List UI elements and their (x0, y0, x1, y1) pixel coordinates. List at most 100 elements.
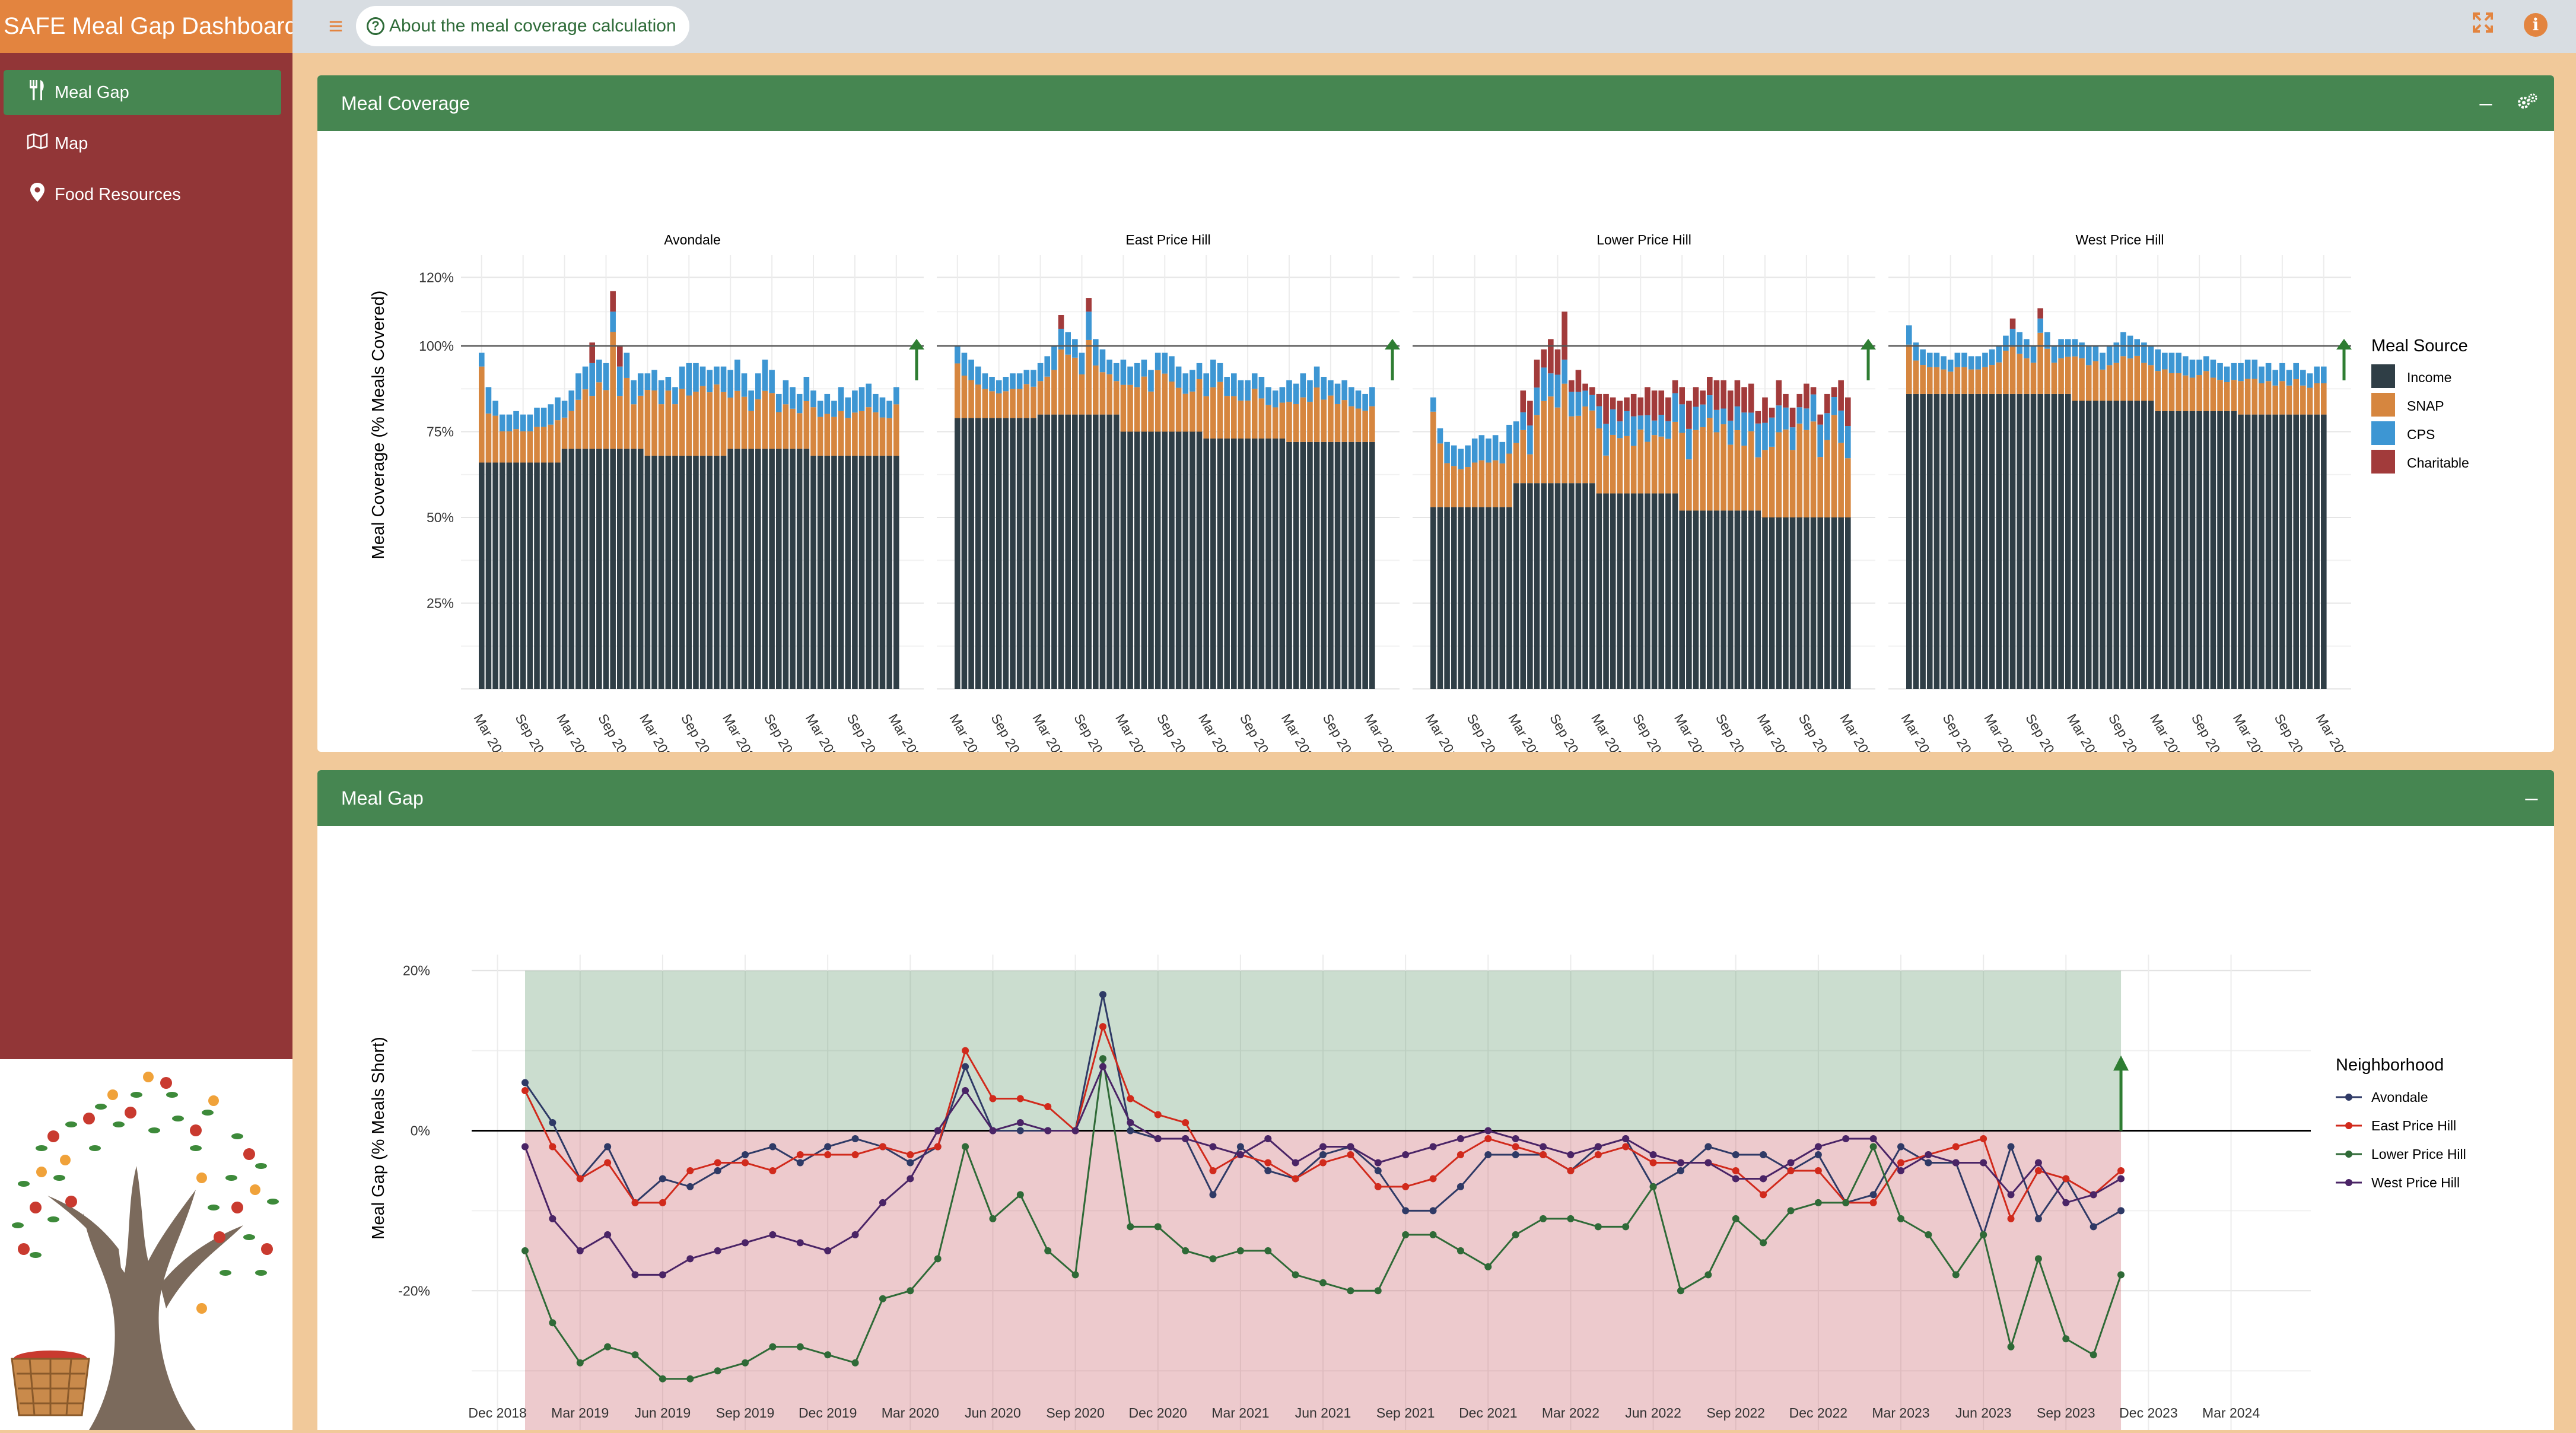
bar-snap (1700, 427, 1706, 511)
bar-cps (2259, 366, 2265, 384)
bar-snap (824, 414, 831, 456)
bar-cps (1217, 363, 1223, 382)
bar-income (2017, 393, 2022, 689)
bar-income (1492, 507, 1499, 689)
bar-cps (1603, 424, 1609, 456)
bar-charitable (617, 346, 623, 367)
bar-income (1954, 393, 1961, 689)
data-point (2034, 1159, 2042, 1167)
x-tick-label: Sep 2020 (1547, 711, 1589, 752)
bar-income (2244, 414, 2251, 689)
data-point (879, 1295, 886, 1302)
x-tick-label: Sep 2019 (1939, 711, 1982, 752)
bar-cps (2017, 332, 2022, 354)
sidebar-item-map[interactable]: Map (4, 121, 281, 166)
bar-income (575, 449, 581, 689)
bar-snap (886, 418, 892, 456)
x-tick-label: Sep 2022 (761, 711, 804, 752)
bar-snap (596, 382, 602, 449)
data-point (1456, 1135, 1464, 1142)
bar-cps (1527, 425, 1533, 455)
app-title[interactable]: SAFE Meal Gap Dashboard (0, 0, 292, 53)
data-point (796, 1151, 804, 1158)
bar-income (955, 418, 961, 689)
x-tick-label: Sep 2019 (512, 711, 555, 752)
data-point (1677, 1287, 1684, 1295)
sidebar-item-meal-gap[interactable]: Meal Gap (4, 70, 281, 115)
bar-cps (1982, 352, 1988, 367)
bar-cps (810, 390, 816, 408)
data-point (714, 1159, 721, 1167)
data-point (1347, 1151, 1354, 1158)
minus-icon[interactable]: – (2479, 91, 2492, 116)
about-calculation-button[interactable]: ? About the meal coverage calculation (356, 6, 689, 46)
bar-cps (1727, 420, 1734, 445)
bar-snap (1286, 402, 1292, 442)
data-point (1512, 1151, 1519, 1158)
data-point (851, 1135, 859, 1142)
bar-income (1569, 483, 1575, 689)
bar-snap (1541, 401, 1547, 484)
bar-snap (1920, 365, 1926, 394)
data-point (1402, 1207, 1410, 1215)
bar-income (1286, 441, 1292, 689)
info-icon[interactable]: i (2524, 13, 2548, 37)
legend-entry: West Price Hill (2371, 1175, 2460, 1190)
bar-cps (2210, 360, 2216, 378)
bar-snap (1099, 372, 1106, 415)
data-point (1099, 991, 1106, 999)
bar-snap (2009, 347, 2016, 394)
data-point (549, 1143, 556, 1151)
sidebar-item-food-resources[interactable]: Food Resources (4, 172, 281, 217)
bar-snap (2079, 358, 2085, 401)
bar-income (796, 449, 803, 689)
bar-cps (707, 370, 713, 393)
data-point (851, 1151, 859, 1158)
gears-icon[interactable] (2513, 75, 2542, 131)
bar-snap (1148, 391, 1154, 432)
bar-cps (1003, 377, 1009, 392)
bar-cps (1134, 363, 1140, 387)
bar-charitable (1804, 383, 1809, 409)
bar-cps (2120, 332, 2126, 357)
bar-charitable (1796, 393, 1803, 408)
bar-snap (658, 404, 664, 456)
minus-icon[interactable]: – (2525, 786, 2538, 811)
bar-income (2168, 411, 2175, 689)
bar-income (714, 455, 720, 689)
bar-cps (1996, 346, 2002, 363)
bar-income (1134, 431, 1140, 689)
data-point (1732, 1215, 1739, 1222)
expand-icon[interactable] (2468, 11, 2498, 40)
data-point (1016, 1191, 1024, 1199)
bar-charitable (1554, 349, 1561, 375)
hamburger-icon[interactable]: ≡ (328, 12, 344, 40)
bar-snap (617, 396, 623, 449)
bar-cps (1369, 387, 1375, 406)
bar-snap (1548, 396, 1554, 484)
bar-income (1106, 414, 1112, 689)
bar-snap (1272, 407, 1279, 439)
bar-snap (699, 386, 706, 456)
bar-charitable (589, 342, 595, 363)
bar-income (1527, 483, 1533, 689)
bar-charitable (1783, 393, 1789, 408)
bar-cps (1321, 377, 1327, 400)
bar-income (748, 449, 754, 689)
bar-snap (1610, 434, 1616, 494)
data-point (1622, 1135, 1630, 1142)
bar-snap (568, 411, 575, 449)
bar-snap (707, 392, 713, 456)
facet-title: Lower Price Hill (1597, 232, 1691, 247)
bar-charitable (1086, 298, 1092, 312)
data-point (659, 1375, 666, 1383)
x-tick-label: Mar 2022 (720, 711, 762, 752)
bar-cps (644, 373, 651, 390)
bar-income (1499, 507, 1506, 689)
data-point (1594, 1143, 1602, 1151)
bar-cps (1492, 435, 1499, 460)
data-point (1512, 1231, 1519, 1238)
bar-cps (2092, 346, 2099, 361)
bar-snap (2210, 377, 2216, 411)
data-point (907, 1175, 914, 1183)
